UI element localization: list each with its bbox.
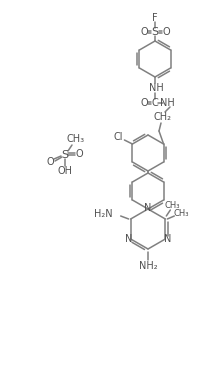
- Text: Cl: Cl: [114, 132, 123, 142]
- Text: N: N: [164, 234, 171, 244]
- Text: H₂N: H₂N: [94, 209, 113, 219]
- Text: O: O: [46, 157, 54, 167]
- Text: O: O: [140, 27, 148, 37]
- Text: O: O: [75, 149, 83, 159]
- Text: CH₃: CH₃: [165, 201, 180, 210]
- Text: OH: OH: [58, 166, 72, 176]
- Text: CH₂: CH₂: [154, 112, 172, 122]
- Text: O: O: [162, 27, 170, 37]
- Text: N: N: [144, 203, 152, 213]
- Text: CH₃: CH₃: [67, 134, 85, 144]
- Text: NH: NH: [160, 98, 174, 108]
- Text: C: C: [152, 98, 158, 108]
- Text: S: S: [62, 150, 68, 160]
- Text: NH: NH: [149, 83, 163, 93]
- Text: F: F: [152, 13, 158, 23]
- Text: NH₂: NH₂: [139, 261, 157, 271]
- Text: CH₃: CH₃: [173, 210, 189, 219]
- Text: S: S: [151, 27, 159, 37]
- Text: N: N: [125, 234, 132, 244]
- Text: O: O: [140, 98, 148, 108]
